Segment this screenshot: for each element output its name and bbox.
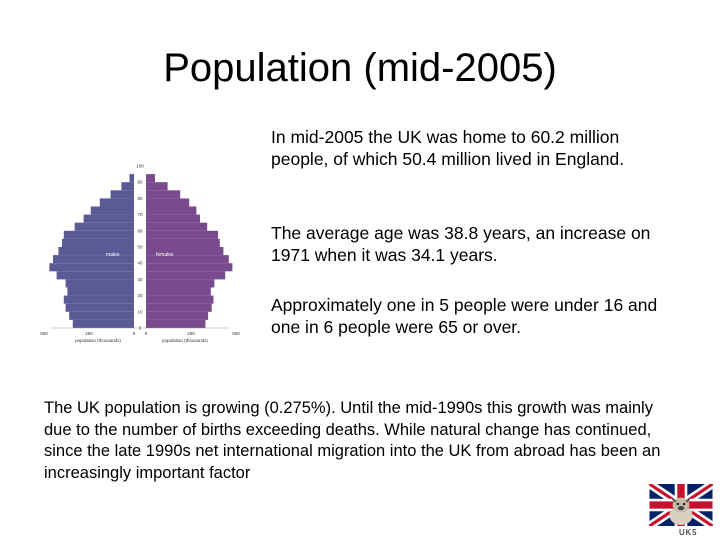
males-bar-age-15 <box>63 295 134 304</box>
paragraph-population: In mid-2005 the UK was home to 60.2 mill… <box>271 127 625 169</box>
females-bar-age-80 <box>146 190 181 199</box>
x-tick-label: 0 <box>133 331 136 336</box>
females-bar-age-45 <box>146 247 224 256</box>
legend-males: males <box>106 252 120 258</box>
x-axis-label-right: population (thousands) <box>162 338 208 343</box>
age-tick-label: 10 <box>137 309 143 314</box>
males-bar-age-45 <box>58 247 134 256</box>
legend-females: females <box>156 252 174 258</box>
males-bar-age-65 <box>83 214 134 223</box>
females-bar-age-20 <box>146 287 211 296</box>
males-bar-age-30 <box>56 271 134 280</box>
females-bar-age-10 <box>146 303 212 312</box>
page-title: Population (mid-2005) <box>163 46 557 90</box>
females-bar-age-55 <box>146 230 218 239</box>
males-bar-age-60 <box>74 222 134 231</box>
males-bar-age-5 <box>69 311 134 320</box>
paragraph-average-age: The average age was 38.8 years, an incre… <box>271 223 651 265</box>
females-bar-age-70 <box>146 206 197 215</box>
males-bar-age-80 <box>110 190 134 199</box>
males-bar-age-75 <box>99 198 134 207</box>
females-bar-age-0 <box>146 319 206 328</box>
females-bar-age-15 <box>146 295 214 304</box>
females-bar-age-50 <box>146 238 220 247</box>
males-bar-age-10 <box>65 303 134 312</box>
males-bar-age-20 <box>67 287 134 296</box>
x-tick-label: 500 <box>40 331 48 336</box>
paragraph-age-groups: Approximately one in 5 people were under… <box>271 295 658 337</box>
uk-flag-with-bulldog-icon <box>648 484 714 526</box>
males-bar-age-35 <box>49 263 134 272</box>
females-bar-age-75 <box>146 198 190 207</box>
x-axis-label-left: population (thousands) <box>75 338 121 343</box>
females-bar-age-30 <box>146 271 226 280</box>
females-bar-age-35 <box>146 263 233 272</box>
age-tick-label: 50 <box>137 245 143 250</box>
age-tick-label: 20 <box>137 293 143 298</box>
age-tick-label: 40 <box>137 261 143 266</box>
x-tick-label: 500 <box>232 331 240 336</box>
x-tick-label: 250 <box>85 331 93 336</box>
females-bar-age-90 <box>146 174 155 183</box>
males-bar-age-55 <box>63 230 134 239</box>
population-pyramid-chart: 0 10 20 30 40 50 60 70 80 90 100 males females 500… <box>40 164 240 344</box>
females-bar-age-65 <box>146 214 200 223</box>
males-bar-age-70 <box>90 206 134 215</box>
males-bar-age-0 <box>72 319 134 328</box>
age-tick-label: 60 <box>137 228 143 233</box>
males-bar-age-50 <box>62 238 134 247</box>
females-bar-age-60 <box>146 222 208 231</box>
females-bar-age-40 <box>146 255 229 264</box>
females-bar-age-85 <box>146 182 168 191</box>
age-tick-label: 90 <box>137 180 143 185</box>
males-bar-age-90 <box>129 174 134 183</box>
age-tick-label: 100 <box>136 164 144 169</box>
x-tick-label: 0 <box>145 331 148 336</box>
age-tick-label: 70 <box>137 212 143 217</box>
bottom-paragraph: The UK population is growing (0.275%). U… <box>44 399 661 482</box>
males-bar-age-40 <box>53 255 134 264</box>
x-tick-label: 250 <box>187 331 195 336</box>
age-tick-label: 80 <box>137 196 143 201</box>
footer-label: UK5 <box>679 528 698 537</box>
age-tick-label: 30 <box>137 277 143 282</box>
females-bar-age-25 <box>146 279 215 288</box>
females-bar-age-5 <box>146 311 209 320</box>
males-bar-age-25 <box>65 279 134 288</box>
males-bar-age-85 <box>121 182 134 191</box>
